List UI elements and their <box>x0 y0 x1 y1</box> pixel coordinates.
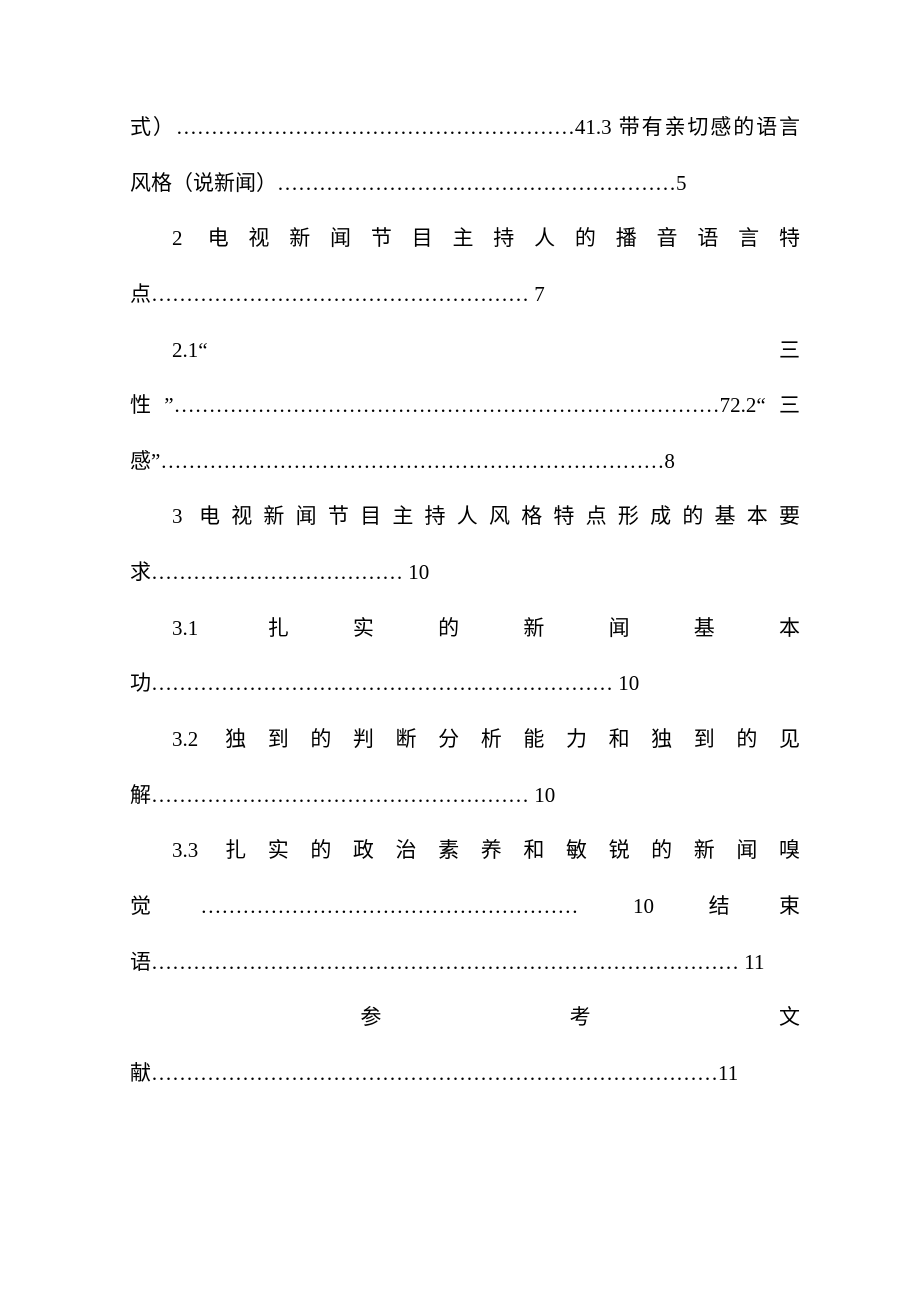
toc-sec2-2-text-b: 感” <box>130 449 160 473</box>
toc-sec2-1-text-b: 性” <box>130 393 174 417</box>
toc-line-1-dots: ………………………………………………… <box>176 115 575 139</box>
toc-sec3-3-dots: ……………………………………………… <box>200 894 578 918</box>
toc-sec2-2-text-a: 三 <box>766 393 800 417</box>
toc-line-2-dots: ………………………………………………… <box>277 171 676 195</box>
toc-body: 式）…………………………………………………41.3 带有亲切感的语言风格（说新闻… <box>130 100 800 1102</box>
toc-sec2-1-dots: …………………………………………………………………… <box>174 393 720 417</box>
toc-line-1-prefix: 式） <box>130 115 176 139</box>
toc-sec2-1-label: 2.1 <box>172 338 198 362</box>
toc-sec3-2-page: 10 <box>529 783 555 807</box>
toc-sec3-2-dots: ……………………………………………… <box>151 783 529 807</box>
toc-line-1-tail: 41.3 带有亲切感的 <box>575 115 756 139</box>
toc-sec2-dots: ……………………………………………… <box>151 282 529 306</box>
toc-sec3-dots: ……………………………… <box>151 560 403 584</box>
toc-sec3-3-page: 10 <box>578 894 654 918</box>
toc-sec3-1-page: 10 <box>613 671 639 695</box>
toc-conclusion-dots: ………………………………………………………………………… <box>151 950 739 974</box>
toc-sec2-1-quote: “ <box>198 338 207 362</box>
toc-sec2-2-page: 8 <box>664 449 675 473</box>
toc-sec2-2-quote: “ <box>756 393 765 417</box>
toc-sec3-page: 10 <box>403 560 429 584</box>
toc-conclusion-page: 11 <box>739 950 764 974</box>
toc-sec2-2-label: 2.2 <box>730 393 756 417</box>
toc-sec2-page: 7 <box>529 282 545 306</box>
toc-ref-dots: ……………………………………………………………………… <box>151 1061 718 1085</box>
toc-sec2-2-dots: ……………………………………………………………… <box>160 449 664 473</box>
toc-sec2-1-text-a: 三 <box>208 338 800 362</box>
toc-ref-page: 11 <box>718 1061 738 1085</box>
toc-line-2-page: 5 <box>676 171 687 195</box>
toc-sec2-1-page: 7 <box>720 393 731 417</box>
toc-sec3-1-dots: ………………………………………………………… <box>151 671 613 695</box>
